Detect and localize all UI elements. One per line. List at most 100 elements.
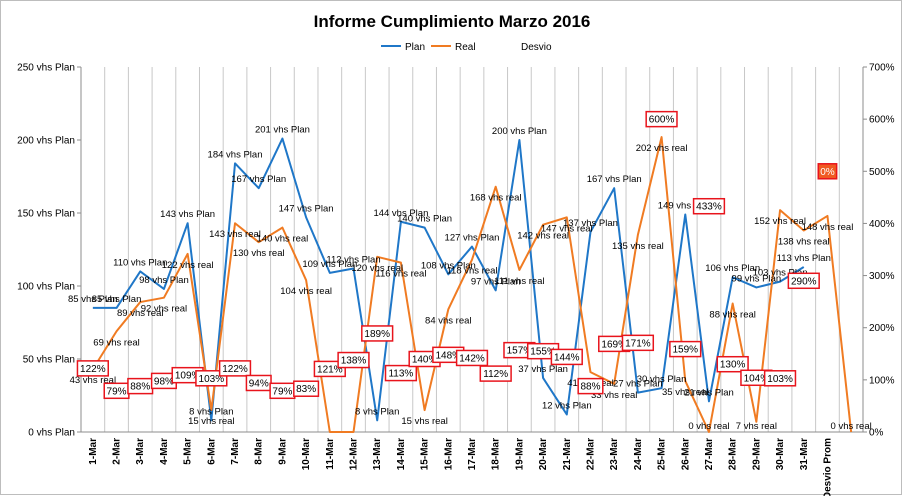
data-label-plan: 184 vhs Plan (208, 149, 263, 160)
right-tick-label: 400% (869, 219, 895, 230)
left-tick-label: 100 vhs Plan (17, 282, 75, 293)
data-label-plan: 140 vhs Plan (397, 214, 452, 225)
desvio-label: 122% (80, 364, 106, 375)
desvio-label: 109% (175, 371, 201, 382)
data-label-plan: 143 vhs Plan (160, 209, 215, 220)
data-label-plan: 149 vhs Plan (658, 200, 713, 211)
desvio-label: 122% (222, 364, 248, 375)
desvio-label: 169% (601, 339, 627, 350)
data-label-plan: 109 vhs Plan (302, 259, 357, 270)
category-label: 12-Mar (349, 438, 360, 470)
desvio-label: 79% (272, 386, 292, 397)
data-label-plan: 200 vhs Plan (492, 126, 547, 137)
data-label-real: 92 vhs real (141, 304, 187, 315)
data-label-real: 138 vhs real (778, 237, 830, 248)
desvio-label: 103% (199, 374, 225, 385)
data-label-plan: 167 vhs Plan (587, 174, 642, 185)
data-label-real: 111 vhs real (494, 276, 544, 287)
data-label-real: 116 vhs real (375, 269, 426, 280)
data-label-plan: 147 vhs Plan (279, 203, 334, 214)
desvio-label: 79% (107, 386, 127, 397)
category-label: 11-Mar (325, 438, 336, 470)
left-tick-label: 150 vhs Plan (17, 209, 75, 220)
category-label: 27-Mar (704, 438, 715, 470)
desvio-box (716, 355, 749, 373)
desvio-box (645, 110, 678, 128)
data-label-plan: 108 vhs Plan (421, 260, 476, 271)
left-tick-label: 50 vhs Plan (23, 355, 75, 366)
category-label: Desvio Prom (822, 438, 833, 496)
data-label-plan: 110 vhs Plan (113, 257, 167, 268)
desvio-label: 88% (130, 382, 150, 393)
data-label-plan: 99 vhs Plan (732, 273, 782, 284)
data-label-real: 143 vhs real (209, 229, 261, 240)
desvio-label: 142% (459, 353, 485, 364)
left-tick-label: 250 vhs Plan (17, 63, 75, 74)
data-label-real: 152 vhs real (754, 216, 806, 227)
desvio-label: 98% (154, 376, 174, 387)
data-label-real: 69 vhs real (93, 337, 139, 348)
desvio-box (218, 360, 252, 377)
desvio-label: 112% (483, 369, 508, 380)
desvio-label: 433% (696, 202, 722, 213)
category-label: 16-Mar (443, 438, 454, 470)
data-label-real: 0 vhs real (688, 421, 729, 432)
desvio-box (692, 197, 726, 215)
data-label-plan: 8 vhs Plan (189, 406, 233, 417)
desvio-label: 104% (744, 373, 770, 384)
data-label-plan: 21 vhs Plan (684, 387, 734, 398)
series-line-real (92, 136, 853, 433)
desvio-box (337, 351, 370, 369)
data-label-plan: 113 vhs Plan (777, 253, 831, 264)
desvio-label: 290% (791, 276, 817, 287)
desvio-box (479, 365, 512, 382)
desvio-label: 600% (649, 115, 675, 126)
right-tick-label: 600% (869, 115, 895, 126)
data-label-real: 35 vhs real (662, 387, 708, 398)
desvio-box (669, 340, 702, 358)
data-label-plan: 37 vhs Plan (518, 364, 568, 375)
data-label-plan: 30 vhs Plan (637, 374, 687, 385)
series-lines (92, 136, 853, 433)
legend: Plan Real Desvio (381, 42, 552, 53)
category-label: 17-Mar (467, 438, 478, 470)
desvio-box (76, 360, 109, 377)
category-label: 2-Mar (112, 438, 123, 465)
desvio-label: 138% (341, 356, 367, 367)
category-label: 14-Mar (396, 438, 407, 470)
data-label-real: 142 vhs real (517, 231, 569, 242)
desvio-box (817, 163, 838, 180)
data-label-real: 104 vhs real (280, 286, 332, 297)
category-label: 31-Mar (799, 438, 810, 470)
desvio-label: 121% (317, 364, 343, 375)
data-label-real: 88 vhs real (709, 310, 755, 321)
desvio-box (763, 370, 797, 387)
data-label-plan: 144 vhs Plan (373, 208, 428, 219)
data-label-plan: 137 vhs Plan (563, 218, 618, 229)
desvio-label: 83% (296, 384, 316, 395)
category-label: 7-Mar (230, 438, 241, 465)
desvio-box (550, 348, 583, 366)
desvio-label: 171% (625, 338, 651, 349)
data-label-plan: 27 vhs Plan (613, 379, 663, 390)
category-label: 29-Mar (751, 438, 762, 470)
category-label: 15-Mar (420, 438, 431, 470)
category-label: 5-Mar (183, 438, 194, 465)
category-label: 4-Mar (159, 438, 170, 465)
desvio-box (293, 380, 320, 397)
desvio-label: 148% (436, 350, 462, 361)
category-label: 20-Mar (538, 438, 549, 470)
desvio-label: 88% (580, 382, 600, 393)
data-label-real: 33 vhs real (591, 390, 637, 401)
data-label-real: 168 vhs real (470, 193, 522, 204)
right-tick-label: 300% (869, 271, 895, 282)
desvio-box (361, 325, 394, 342)
desvio-label: 130% (720, 360, 746, 371)
category-label: 10-Mar (301, 438, 312, 470)
category-label: 1-Mar (88, 438, 99, 465)
data-label-real: 7 vhs real (736, 421, 777, 432)
data-label-real: 130 vhs real (233, 248, 285, 259)
left-tick-label: 0 vhs Plan (28, 428, 75, 439)
category-label: 9-Mar (277, 438, 288, 465)
